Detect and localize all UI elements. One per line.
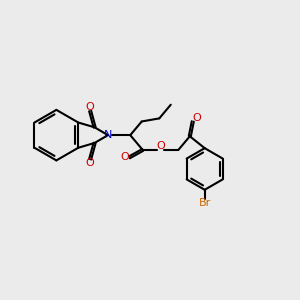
Text: O: O (193, 113, 202, 123)
Text: Br: Br (199, 198, 211, 208)
Text: O: O (121, 152, 130, 162)
Text: O: O (156, 141, 165, 152)
Text: N: N (104, 130, 112, 140)
Text: O: O (86, 102, 94, 112)
Text: O: O (86, 158, 94, 168)
